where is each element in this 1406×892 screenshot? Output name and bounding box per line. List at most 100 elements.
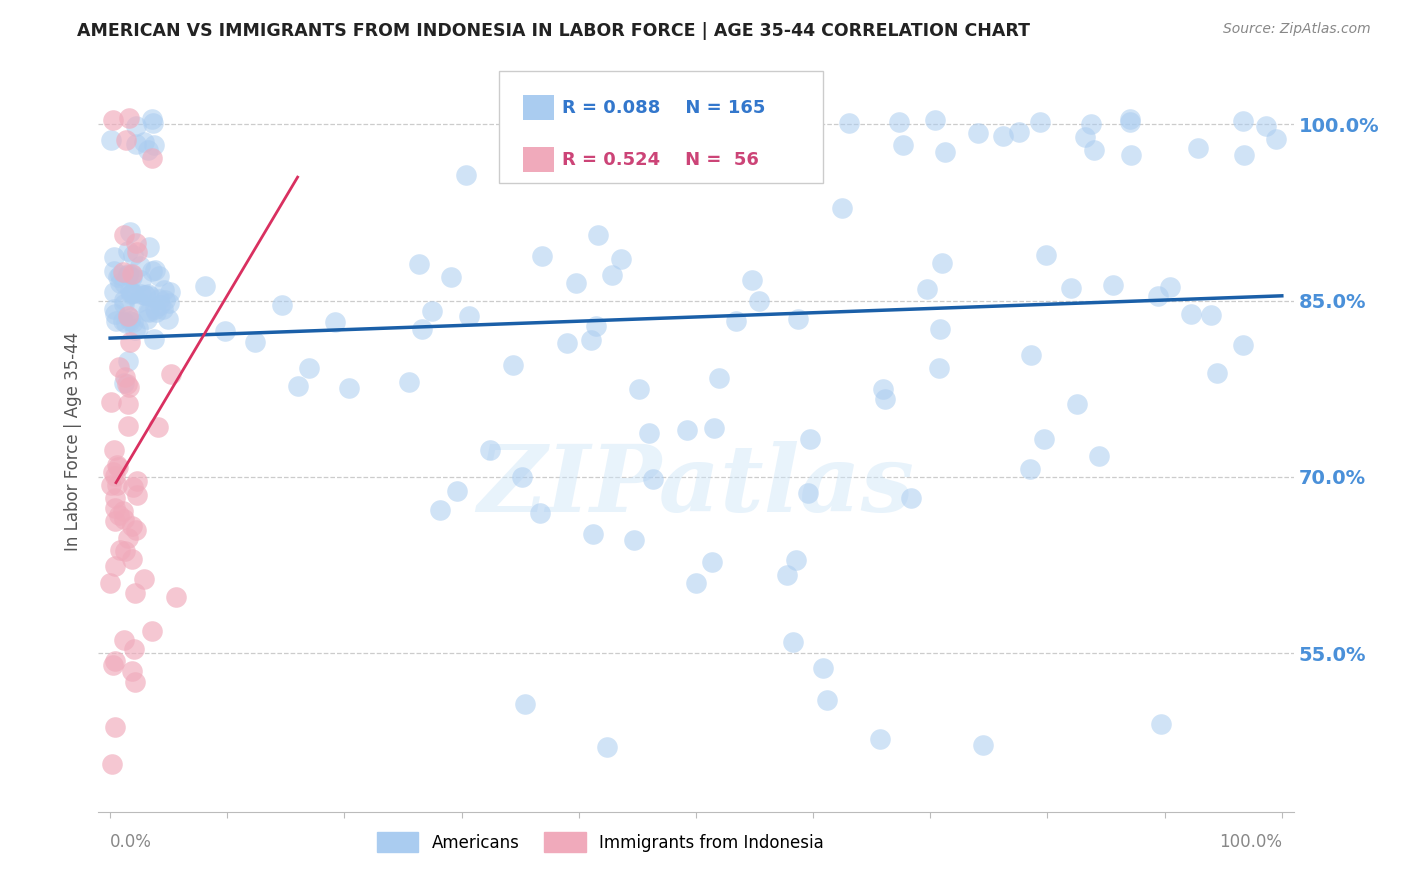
Point [118, 225, 141, 239]
Point [422, 304, 444, 318]
Point [555, 336, 578, 351]
Point [875, 392, 897, 407]
Point [1206, 367, 1229, 381]
Point [1033, 432, 1056, 446]
Point [103, 264, 125, 278]
Point [748, 293, 770, 308]
Point [117, 267, 139, 281]
Point [105, 458, 128, 473]
Point [1060, 280, 1083, 294]
Point [143, 332, 166, 346]
Point [703, 420, 725, 434]
Point [104, 469, 127, 483]
Point [125, 488, 148, 502]
Point [121, 267, 143, 281]
Point [125, 235, 148, 250]
Point [118, 380, 141, 394]
Point [117, 376, 139, 391]
Point [1147, 289, 1170, 303]
Point [626, 166, 648, 180]
Point [411, 322, 433, 336]
Point [103, 302, 125, 317]
Point [1008, 126, 1031, 140]
Point [588, 227, 610, 242]
Point [100, 394, 122, 409]
Point [838, 116, 860, 130]
Point [776, 568, 799, 582]
Text: 0.0%: 0.0% [110, 833, 152, 851]
Point [103, 285, 125, 300]
Point [134, 288, 156, 302]
Point [446, 483, 468, 498]
Point [628, 382, 651, 396]
Point [101, 757, 124, 772]
Point [112, 376, 135, 390]
Point [623, 533, 645, 547]
Point [148, 268, 170, 283]
Point [138, 240, 160, 254]
Point [100, 132, 122, 146]
Point [117, 244, 139, 258]
Point [1232, 337, 1254, 351]
Point [287, 379, 309, 393]
Point [135, 311, 157, 326]
Point [120, 334, 142, 349]
Point [122, 286, 145, 301]
Point [129, 287, 152, 301]
Point [104, 491, 127, 506]
Point [1199, 308, 1222, 322]
Point [107, 269, 129, 284]
Point [131, 273, 153, 287]
Point [101, 465, 124, 479]
Point [132, 573, 155, 587]
Point [785, 552, 807, 566]
Point [271, 298, 294, 312]
Point [1149, 716, 1171, 731]
Point [581, 164, 603, 178]
Point [143, 138, 166, 153]
Point [676, 423, 699, 437]
Point [124, 586, 146, 600]
Point [142, 116, 165, 130]
Point [141, 624, 163, 638]
Text: ZIPatlas: ZIPatlas [478, 441, 914, 531]
Point [924, 113, 946, 128]
Point [1073, 129, 1095, 144]
Point [972, 738, 994, 752]
Point [156, 312, 179, 326]
Point [152, 283, 174, 297]
Point [799, 432, 821, 446]
Point [149, 298, 172, 312]
Point [160, 367, 183, 381]
Point [104, 307, 127, 321]
Point [529, 506, 551, 520]
Point [1159, 280, 1181, 294]
Point [1265, 132, 1288, 146]
Point [104, 720, 127, 734]
Point [429, 503, 451, 517]
Point [114, 544, 136, 558]
Point [458, 310, 481, 324]
Point [323, 315, 346, 329]
Point [724, 314, 747, 328]
Point [136, 286, 159, 301]
Point [117, 418, 139, 433]
Point [585, 319, 607, 334]
Point [596, 740, 619, 755]
Point [114, 370, 136, 384]
Point [408, 257, 430, 271]
Point [120, 284, 142, 298]
Point [787, 311, 810, 326]
Point [111, 265, 134, 279]
Point [456, 169, 478, 183]
Point [117, 112, 139, 126]
Point [141, 151, 163, 165]
Point [337, 381, 360, 395]
Point [107, 460, 129, 475]
Point [831, 201, 853, 215]
Point [120, 287, 142, 301]
Point [112, 313, 135, 327]
Point [114, 134, 136, 148]
Point [440, 270, 463, 285]
Point [159, 285, 181, 299]
